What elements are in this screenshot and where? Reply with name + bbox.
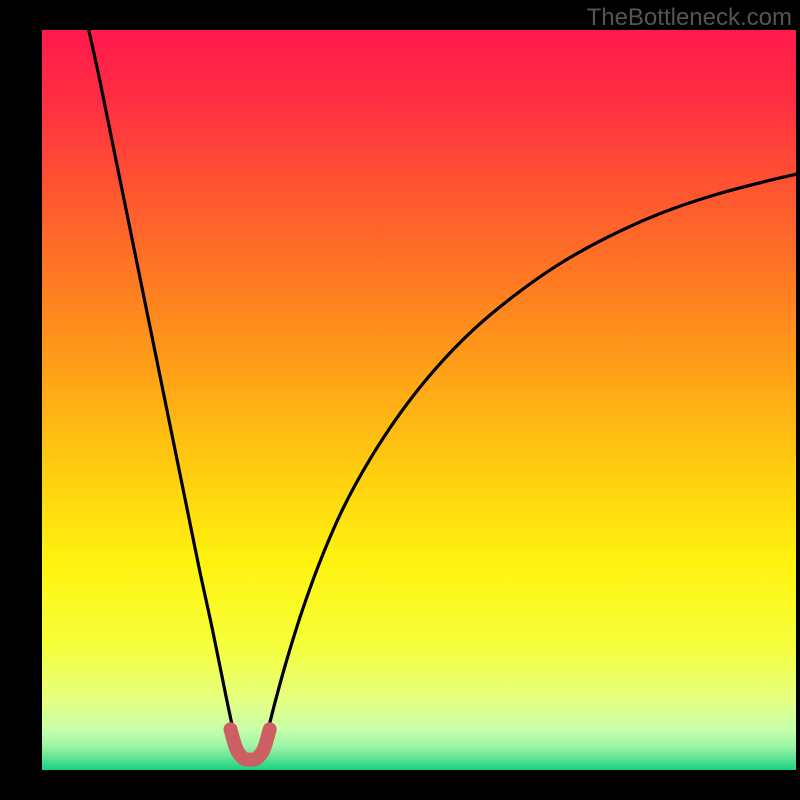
trough-dot [225, 723, 237, 735]
watermark-text: TheBottleneck.com [587, 4, 792, 32]
trough-dot [258, 743, 270, 755]
gradient-background [42, 30, 796, 770]
plot-area [42, 30, 796, 770]
trough-dot [264, 723, 276, 735]
plot-svg [42, 30, 796, 770]
